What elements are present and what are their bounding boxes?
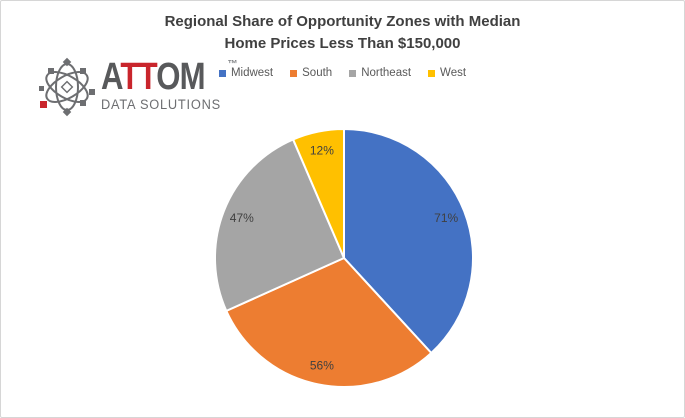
pie-slice-northeast (214, 138, 345, 312)
pie-label-south: 56% (310, 358, 334, 372)
attom-logo: ATTOM ™ DATA SOLUTIONS (37, 57, 238, 117)
pie-slice-west (292, 128, 345, 259)
legend-label-west: West (440, 67, 467, 79)
chart-title: Regional Share of Opportunity Zones with… (1, 11, 684, 55)
pie-slice-south (225, 257, 433, 388)
legend-label-northeast: Northeast (361, 67, 412, 79)
legend-swatch-northeast (349, 69, 357, 77)
legend-swatch-south (290, 69, 298, 77)
atom-red-node (40, 101, 47, 108)
pie-label-northeast: 47% (230, 211, 254, 225)
legend-label-south: South (302, 67, 333, 79)
trademark-symbol: ™ (227, 59, 238, 70)
legend-item-midwest: Midwest (218, 67, 274, 79)
chart-title-line1: Regional Share of Opportunity Zones with… (164, 13, 521, 30)
chart-legend: Midwest South Northeast West (1, 67, 684, 79)
legend-swatch-midwest (218, 69, 226, 77)
legend-swatch-west (428, 69, 436, 77)
pie-label-midwest: 71% (434, 211, 458, 225)
legend-item-northeast: Northeast (349, 67, 411, 79)
legend-item-west: West (428, 67, 466, 79)
pie-chart: 71% 56% 47% 12% (214, 128, 474, 388)
logo-subtitle: DATA SOLUTIONS (101, 97, 221, 112)
pie-label-west: 12% (310, 144, 334, 158)
legend-item-south: South (290, 67, 332, 79)
attom-logo-text: ATTOM ™ DATA SOLUTIONS (101, 57, 238, 114)
legend-label-midwest: Midwest (230, 67, 274, 79)
pie-slice-midwest (343, 128, 474, 354)
attom-wordmark: ATTOM (101, 56, 206, 98)
chart-title-line2: Home Prices Less Than $150,000 (224, 35, 461, 52)
atom-icon (37, 57, 97, 117)
